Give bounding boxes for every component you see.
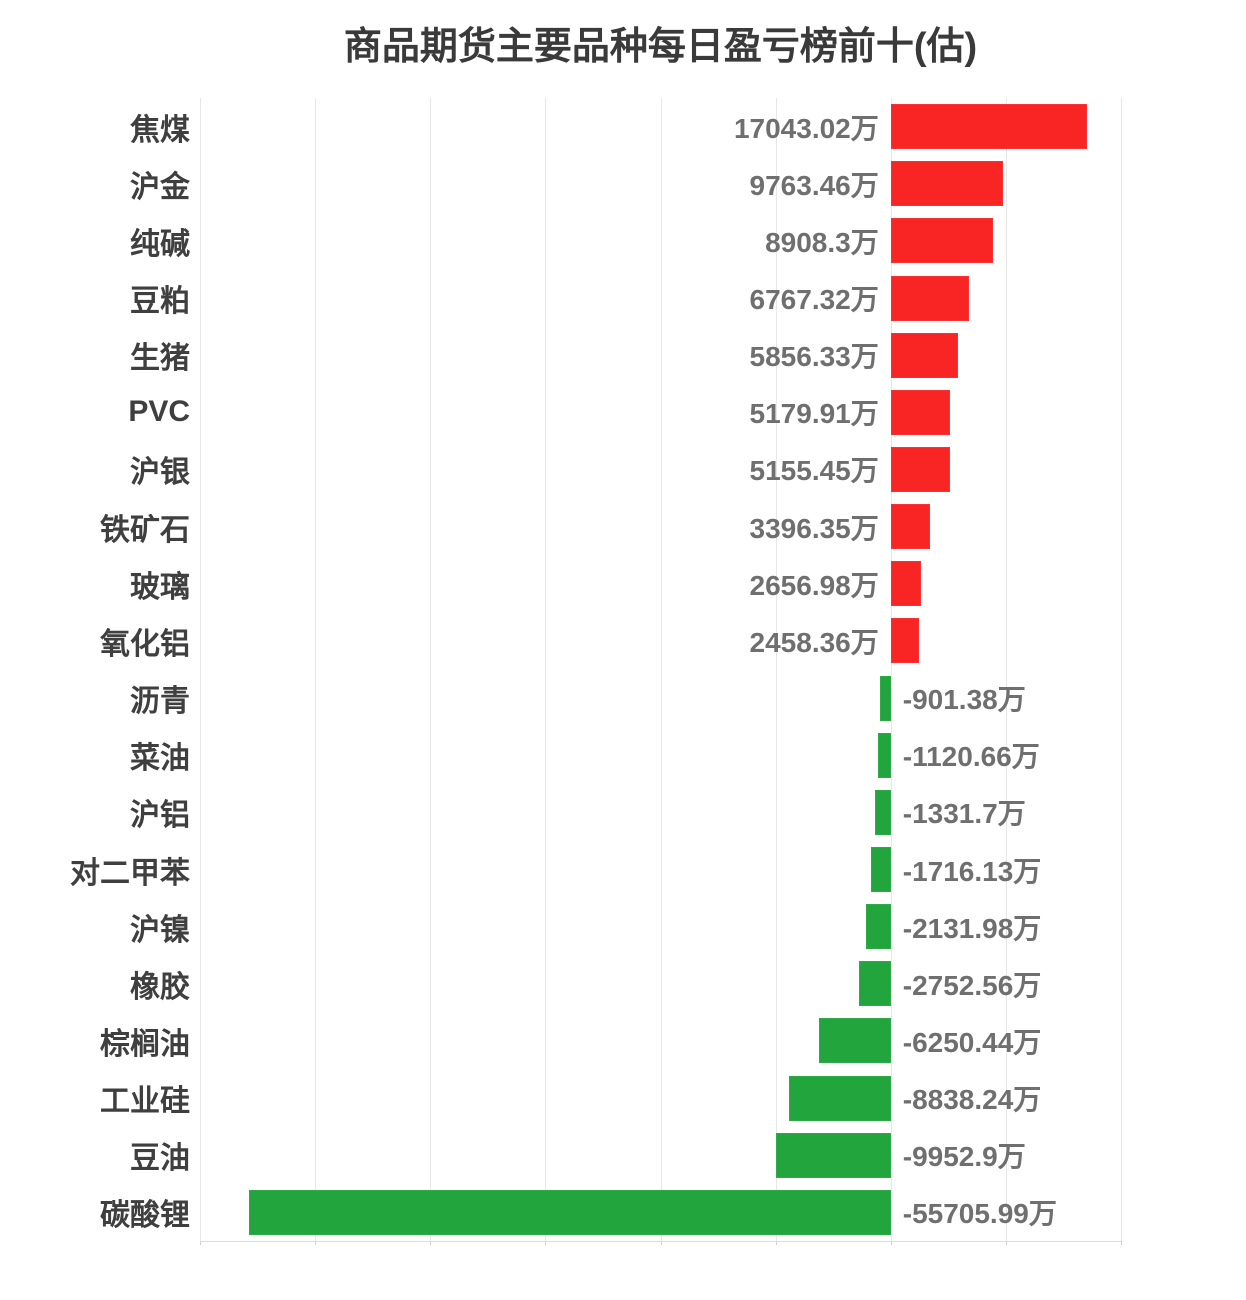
axis-tick xyxy=(775,1241,777,1245)
x-axis-line xyxy=(200,1241,1121,1242)
category-label: 橡胶 xyxy=(130,970,190,1004)
grid-line xyxy=(315,98,317,1241)
category-label: 铁矿石 xyxy=(100,513,190,547)
value-label: -1716.13万 xyxy=(902,855,1042,887)
category-label: 沪银 xyxy=(130,456,190,490)
axis-tick xyxy=(200,1241,201,1245)
bar-negative[interactable] xyxy=(880,675,891,721)
category-label: 沪镍 xyxy=(130,913,190,947)
value-label: 5155.45万 xyxy=(749,455,879,487)
category-label: 焦煤 xyxy=(130,113,190,147)
bar-positive[interactable] xyxy=(890,218,994,264)
category-label: 氧化铝 xyxy=(100,627,190,661)
bar-negative[interactable] xyxy=(788,1075,891,1121)
axis-tick xyxy=(315,1241,317,1245)
grid-line xyxy=(1121,98,1122,1241)
value-label: -2131.98万 xyxy=(902,912,1042,944)
value-label: -901.38万 xyxy=(902,684,1026,716)
category-label: 生猪 xyxy=(130,342,190,376)
category-label: 对二甲苯 xyxy=(70,856,190,890)
value-label: 3396.35万 xyxy=(749,512,879,544)
grid-line xyxy=(1005,98,1007,1241)
category-label: 纯碱 xyxy=(130,227,190,261)
grid-line xyxy=(775,98,777,1241)
chart-title: 商品期货主要品种每日盈亏榜前十(估) xyxy=(343,26,978,68)
value-label: 2458.36万 xyxy=(749,626,879,658)
value-label: -1331.7万 xyxy=(902,798,1026,830)
category-label: 沪铝 xyxy=(130,799,190,833)
bar-negative[interactable] xyxy=(249,1189,891,1235)
category-label: 菜油 xyxy=(130,742,190,776)
bar-positive[interactable] xyxy=(890,561,922,607)
category-label: 棕榈油 xyxy=(100,1027,190,1061)
bar-negative[interactable] xyxy=(859,961,891,1007)
category-label: PVC xyxy=(128,395,190,429)
value-label: -6250.44万 xyxy=(902,1026,1042,1058)
category-label: 豆粕 xyxy=(130,285,190,318)
axis-tick xyxy=(1121,1241,1122,1245)
value-label: 5179.91万 xyxy=(749,398,879,430)
category-label: 沪金 xyxy=(130,170,190,204)
category-label: 豆油 xyxy=(130,1142,190,1176)
grid-line xyxy=(890,98,892,1241)
bar-negative[interactable] xyxy=(776,1132,891,1178)
bar-positive[interactable] xyxy=(890,332,959,378)
value-label: 8908.3万 xyxy=(765,226,879,258)
axis-tick xyxy=(430,1241,432,1245)
bar-positive[interactable] xyxy=(890,389,951,435)
category-label: 碳酸锂 xyxy=(100,1199,190,1233)
axis-tick xyxy=(890,1241,892,1245)
bar-negative[interactable] xyxy=(877,732,891,778)
axis-tick xyxy=(1005,1241,1007,1245)
bar-positive[interactable] xyxy=(890,275,969,321)
bar-positive[interactable] xyxy=(890,104,1087,150)
bar-positive[interactable] xyxy=(890,618,920,664)
category-label: 玻璃 xyxy=(130,570,190,604)
value-label: 2656.98万 xyxy=(749,569,879,601)
bar-negative[interactable] xyxy=(875,789,891,835)
grid-line xyxy=(430,98,432,1241)
bar-positive[interactable] xyxy=(890,161,1004,207)
category-label: 沥青 xyxy=(130,685,190,719)
value-label: 6767.32万 xyxy=(749,284,879,315)
value-label: -9952.9万 xyxy=(902,1141,1026,1173)
axis-tick xyxy=(660,1241,662,1245)
value-label: 5856.33万 xyxy=(749,341,879,373)
value-label: -55705.99万 xyxy=(902,1198,1057,1230)
bar-negative[interactable] xyxy=(818,1018,891,1064)
bar-positive[interactable] xyxy=(890,446,951,492)
value-label: -8838.24万 xyxy=(902,1084,1042,1116)
value-label: -1120.66万 xyxy=(902,741,1040,773)
axis-tick xyxy=(545,1241,547,1245)
grid-line xyxy=(660,98,662,1241)
grid-line xyxy=(545,98,547,1241)
bar-negative[interactable] xyxy=(866,904,891,950)
bar-positive[interactable] xyxy=(890,504,930,550)
category-label: 工业硅 xyxy=(100,1085,190,1119)
bar-negative[interactable] xyxy=(870,847,891,893)
value-label: 9763.46万 xyxy=(749,169,879,201)
grid-line xyxy=(200,98,201,1241)
value-label: 17043.02万 xyxy=(733,112,879,144)
value-label: -2752.56万 xyxy=(902,969,1042,1001)
